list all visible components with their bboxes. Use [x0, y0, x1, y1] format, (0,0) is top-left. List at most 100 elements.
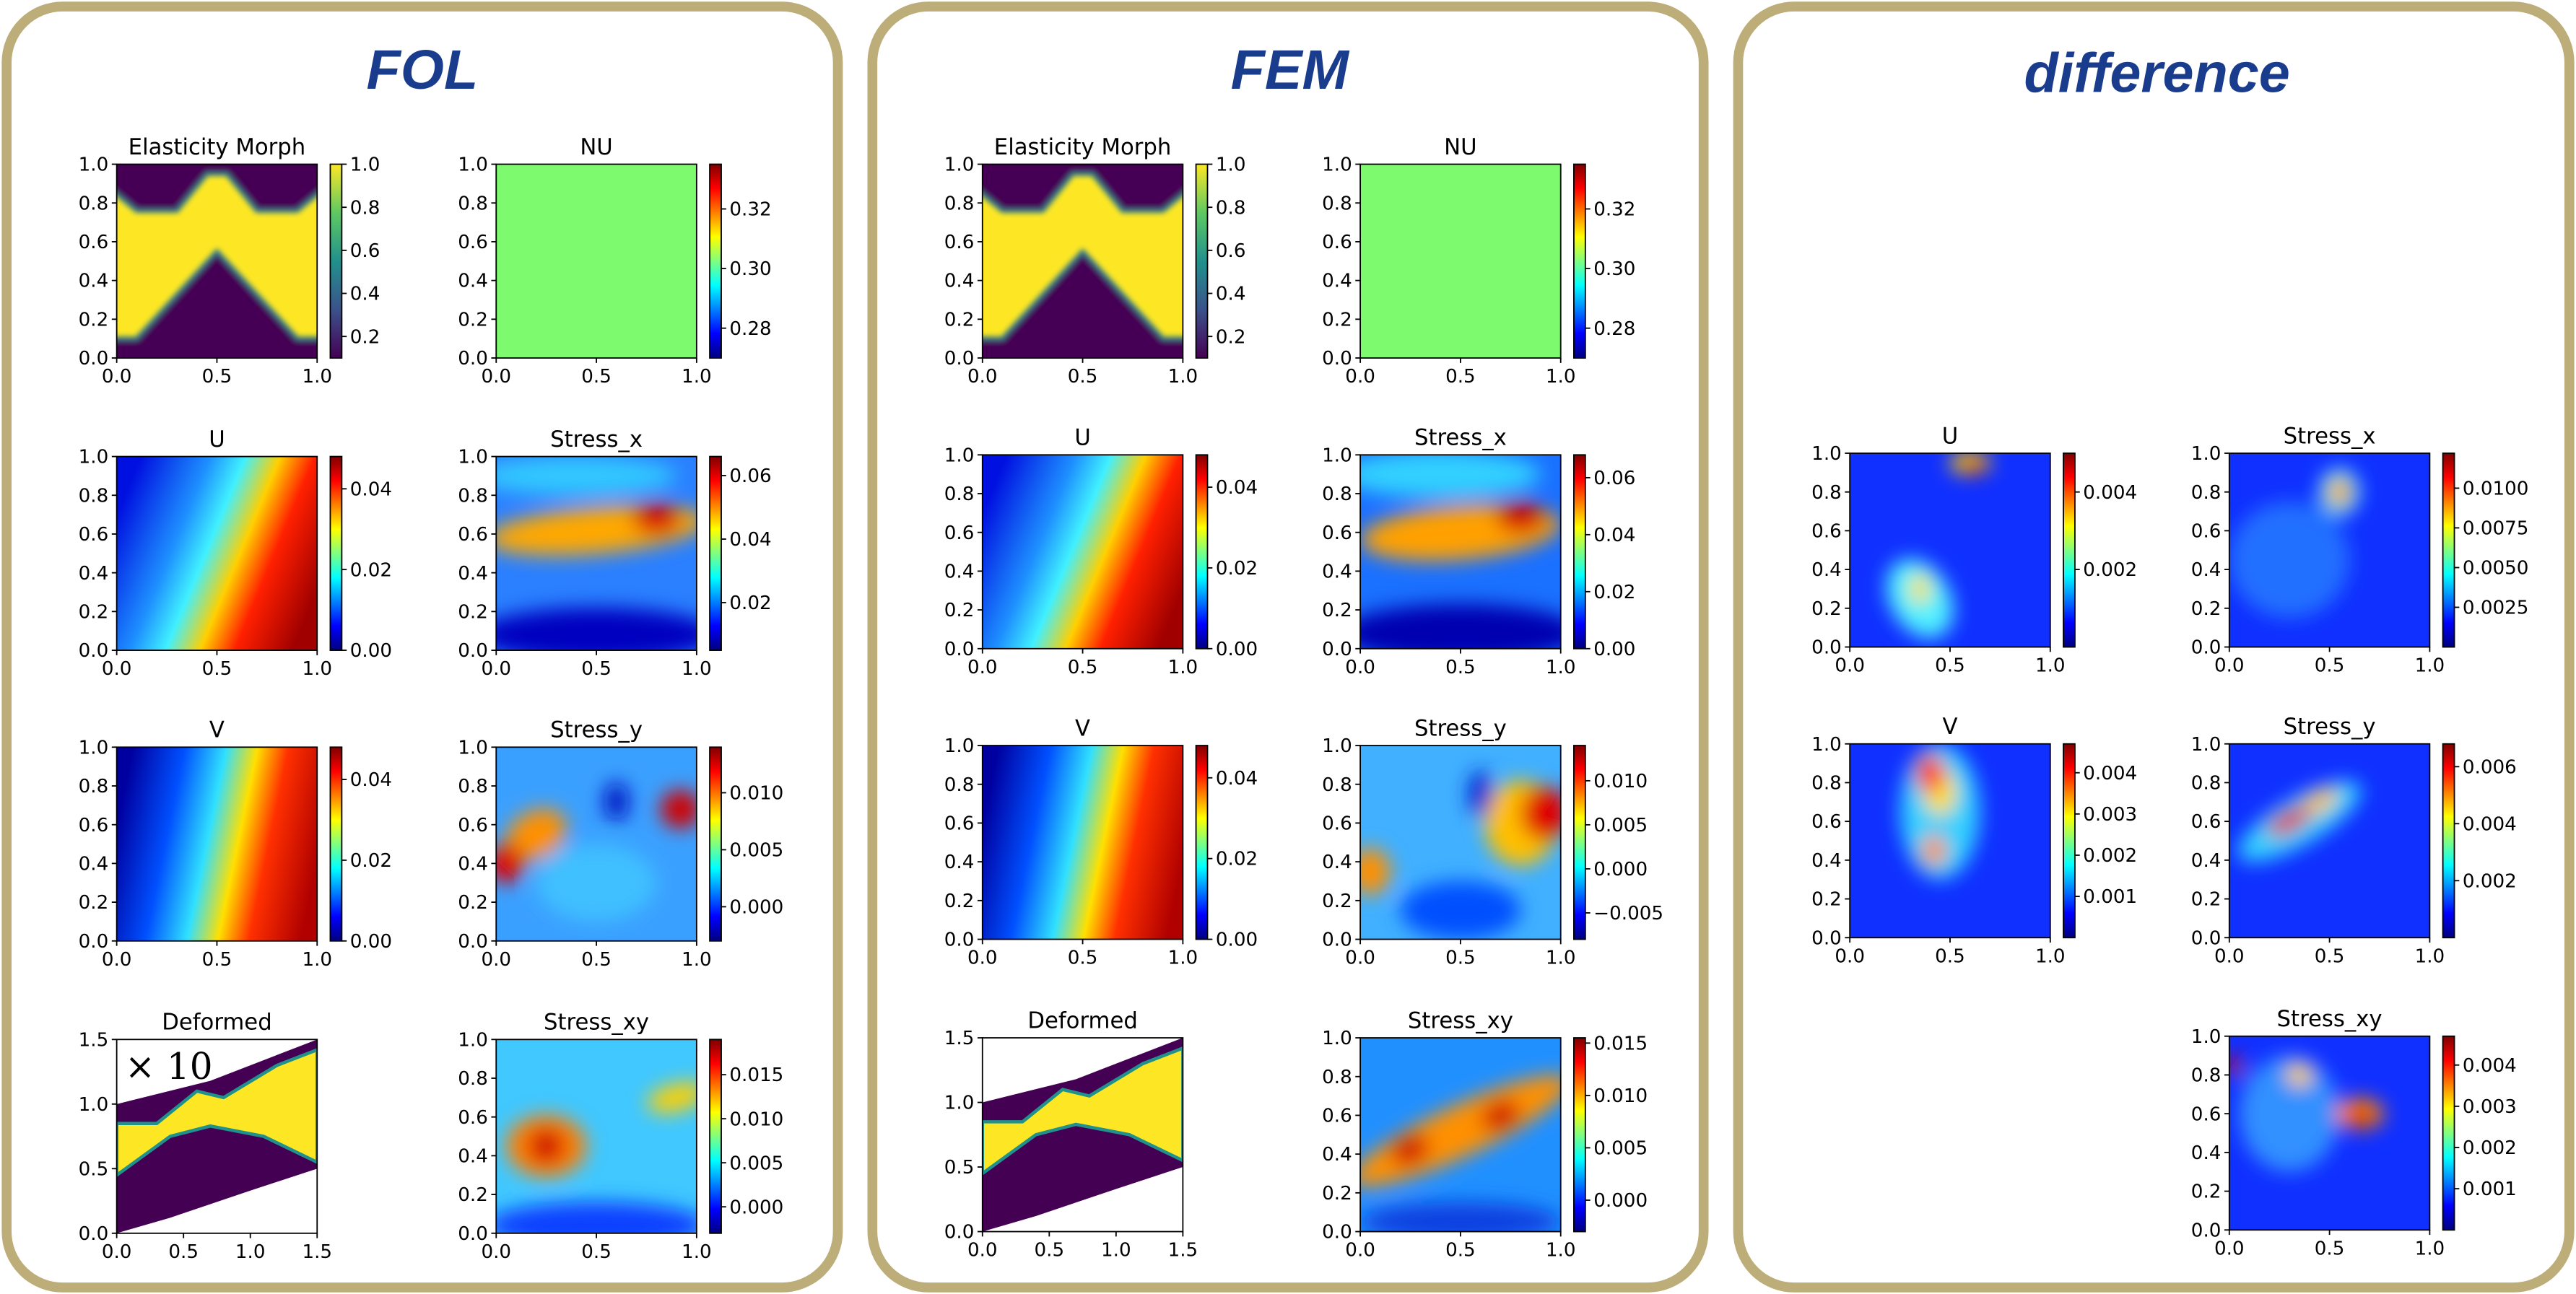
y-tick-label: 1.0	[1322, 445, 1352, 466]
x-tick-label: 0.5	[1445, 657, 1476, 678]
colorbar-tick-label: 0.4	[350, 284, 380, 305]
panel: U 0.0 0.5 1.0 0.0 0.2 0.4 0.6 0.8 1.0 0.00 0.02 0.04	[79, 427, 392, 680]
colorbar-tick-label: 0.005	[729, 840, 783, 862]
x-tick-label: 0.5	[2315, 655, 2345, 677]
panel-title: Stress_x	[1414, 425, 1507, 451]
field-image	[116, 164, 318, 359]
panel: NU 0.0 0.5 1.0 0.0 0.2 0.4 0.6 0.8 1.0 0.28 0.30 0.3…	[458, 134, 771, 388]
x-tick-label: 0.0	[1345, 948, 1375, 969]
y-tick-label: 0.0	[458, 931, 488, 953]
y-tick-label: 0.2	[458, 1184, 488, 1206]
y-tick-label: 0.8	[944, 484, 975, 505]
field-blob	[1922, 834, 1946, 866]
y-tick-label: 0.6	[2191, 811, 2222, 833]
y-tick-label: 1.0	[79, 447, 109, 468]
x-tick-label: 0.0	[1835, 945, 1865, 967]
y-tick-label: 0.8	[2191, 773, 2222, 795]
panel: Stress_xy 0.0 0.5 1.0 0.0 0.2 0.4 0.6 0.8 1.0 0.00…	[1322, 1007, 1648, 1261]
y-tick-label: 1.0	[2191, 1026, 2222, 1048]
colorbar	[329, 163, 343, 359]
x-tick-label: 1.0	[1168, 366, 1198, 388]
y-tick-label: 0.0	[79, 348, 109, 370]
colorbar-tick-label: 0.001	[2083, 886, 2137, 908]
field-image	[496, 164, 697, 359]
field-blob	[2301, 789, 2338, 816]
column-title: FEM	[1231, 39, 1350, 101]
field-blob	[2239, 1055, 2340, 1172]
field-blob	[1360, 848, 1391, 895]
x-tick-label: 1.0	[235, 1241, 266, 1263]
x-tick-label: 0.0	[102, 658, 132, 680]
field-region	[982, 164, 1183, 359]
x-tick-label: 0.0	[1345, 366, 1375, 388]
panel: NU 0.0 0.5 1.0 0.0 0.2 0.4 0.6 0.8 1.0 0.28 0.30 0.3…	[1322, 134, 1635, 388]
y-tick-label: 0.6	[1322, 813, 1352, 835]
y-tick-label: 0.2	[944, 600, 975, 621]
annotation: × 10	[125, 1046, 213, 1088]
y-tick-label: 0.4	[2191, 559, 2222, 581]
field-blob	[496, 844, 525, 883]
x-tick-label: 1.0	[682, 658, 712, 680]
y-tick-label: 0.8	[2191, 482, 2222, 504]
y-tick-label: 1.0	[1811, 443, 1842, 465]
y-tick-label: 0.2	[1322, 891, 1352, 912]
y-tick-label: 0.6	[2191, 1103, 2222, 1125]
x-tick-label: 1.0	[682, 949, 712, 971]
field-blob	[1360, 604, 1561, 649]
y-tick-label: 1.0	[2191, 734, 2222, 756]
field-image	[982, 1038, 1183, 1232]
x-tick-label: 1.0	[1168, 657, 1198, 678]
colorbar	[1573, 163, 1586, 359]
y-tick-label: 0.4	[1811, 559, 1842, 581]
y-tick-label: 1.0	[944, 445, 975, 466]
y-tick-label: 1.5	[944, 1028, 975, 1049]
panel: Stress_x 0.0 0.5 1.0 0.0 0.2 0.4 0.6 0.8 1.0 0.002…	[2191, 423, 2529, 676]
colorbar-tick-label: 0.04	[729, 529, 771, 551]
x-tick-label: 0.0	[102, 949, 132, 971]
colorbar-tick-label: 0.8	[1216, 197, 1246, 219]
field-image	[1850, 453, 2050, 647]
panel-title: U	[209, 427, 225, 453]
x-tick-label: 1.0	[302, 366, 332, 388]
x-tick-label: 0.0	[1835, 655, 1865, 677]
panel: Stress_x 0.0 0.5 1.0 0.0 0.2 0.4 0.6 0.8 1.0 0.02 0…	[458, 427, 771, 680]
field-blob	[2337, 484, 2350, 500]
field-image	[116, 1039, 318, 1233]
colorbar-tick-label: 0.00	[350, 640, 392, 662]
x-tick-label: 0.0	[481, 366, 511, 388]
x-tick-label: 0.0	[967, 948, 998, 969]
field-image	[1360, 1038, 1561, 1232]
y-tick-label: 1.0	[79, 154, 109, 176]
y-tick-label: 0.6	[2191, 521, 2222, 543]
colorbar-tick-label: 0.005	[729, 1153, 783, 1174]
field-blob	[496, 1202, 697, 1233]
column-frame	[1733, 1, 2575, 1293]
y-tick-label: 1.5	[79, 1029, 109, 1051]
x-tick-label: 1.0	[2035, 945, 2066, 967]
y-tick-label: 1.0	[458, 154, 488, 176]
y-tick-label: 0.4	[944, 271, 975, 292]
colorbar-tick-label: 0.28	[729, 318, 771, 340]
x-tick-label: 1.0	[1546, 948, 1576, 969]
colorbar-tick-label: 0.02	[729, 593, 771, 614]
x-tick-label: 1.0	[2415, 945, 2445, 967]
field-region	[1360, 770, 1561, 940]
y-tick-label: 0.6	[944, 232, 975, 253]
panel: Stress_x 0.0 0.5 1.0 0.0 0.2 0.4 0.6 0.8 1.0 0.00 0…	[1322, 425, 1635, 678]
colorbar-tick-label: 0.02	[1593, 582, 1635, 603]
colorbar-tick-label: 1.0	[1216, 154, 1246, 176]
x-tick-label: 0.5	[1035, 1240, 1065, 1262]
field-region	[2229, 468, 2360, 618]
column-frame	[1, 1, 843, 1293]
field-region	[116, 1048, 318, 1178]
colorbar-tick-label: 0.010	[1593, 1085, 1648, 1107]
y-tick-label: 0.6	[79, 815, 109, 836]
y-tick-label: 0.2	[944, 309, 975, 331]
x-tick-label: 1.0	[1101, 1240, 1131, 1262]
colorbar-tick-label: 0.010	[729, 1109, 783, 1130]
x-tick-label: 1.0	[1546, 1240, 1576, 1262]
y-tick-label: 0.4	[79, 271, 109, 292]
field-bg	[116, 747, 318, 941]
y-tick-label: 0.2	[2191, 1181, 2222, 1203]
